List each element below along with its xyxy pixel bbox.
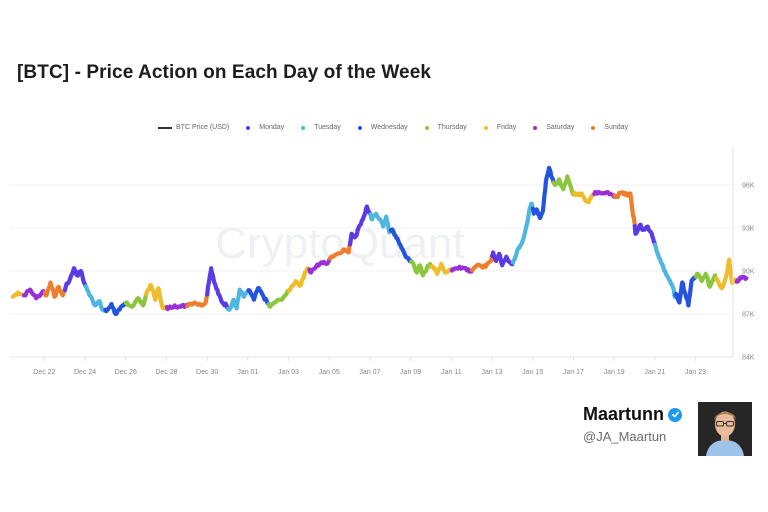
price-series [10, 165, 749, 317]
legend-label: BTC Price (USD) [176, 124, 230, 131]
legend-label: Sunday [604, 124, 629, 131]
svg-text:93K: 93K [742, 226, 755, 233]
chart-legend: BTC Price (USD) Monday Tuesday Wednesday… [158, 124, 645, 131]
legend-label: Thursday [437, 124, 467, 131]
svg-text:Dec 28: Dec 28 [155, 369, 177, 376]
svg-text:Jan 13: Jan 13 [482, 369, 503, 376]
person-portrait-icon [698, 402, 752, 456]
y-axis-ticks: 84K 87K 90K 93K 96K [742, 183, 755, 362]
watermark: CryptoQuant [215, 219, 464, 268]
svg-text:Jan 05: Jan 05 [319, 369, 340, 376]
gridlines [10, 184, 733, 358]
legend-item-sunday[interactable]: Sunday [591, 124, 628, 131]
svg-text:87K: 87K [742, 312, 755, 319]
author-block: Maartunn @JA_Maartun [583, 404, 682, 444]
legend-item-friday[interactable]: Friday [483, 124, 517, 131]
legend-item-tuesday[interactable]: Tuesday [301, 124, 341, 131]
svg-text:Jan 23: Jan 23 [685, 369, 706, 376]
legend-label: Monday [259, 124, 285, 131]
svg-text:Jan 11: Jan 11 [441, 369, 462, 376]
dot-swatch-icon [483, 125, 488, 130]
legend-label: Saturday [546, 124, 575, 131]
svg-text:90K: 90K [742, 269, 755, 276]
svg-text:Dec 26: Dec 26 [115, 369, 137, 376]
author-name: Maartunn [583, 404, 664, 424]
line-swatch-icon [158, 126, 172, 129]
svg-text:Jan 03: Jan 03 [278, 369, 299, 376]
dot-swatch-icon [246, 125, 251, 130]
legend-item-monday[interactable]: Monday [246, 124, 284, 131]
dot-swatch-icon [591, 125, 596, 130]
author-name-row: Maartunn [583, 404, 682, 425]
dot-swatch-icon [357, 125, 362, 130]
svg-text:Jan 01: Jan 01 [237, 369, 258, 376]
svg-text:Dec 24: Dec 24 [74, 369, 96, 376]
x-axis-ticks: Dec 22 Dec 24 Dec 26 Dec 28 Dec 30 Jan 01 Jan … [33, 357, 706, 376]
chart-title: [BTC] - Price Action on Each Day of the … [17, 62, 432, 83]
dot-swatch-icon [301, 125, 306, 130]
svg-text:Jan 21: Jan 21 [644, 369, 665, 376]
svg-text:84K: 84K [742, 355, 755, 362]
legend-item-wednesday[interactable]: Wednesday [357, 124, 408, 131]
verified-badge-icon [668, 407, 682, 422]
svg-text:Jan 19: Jan 19 [604, 369, 625, 376]
svg-text:Jan 17: Jan 17 [563, 369, 584, 376]
svg-text:Jan 09: Jan 09 [400, 369, 421, 376]
author-handle: @JA_Maartun [583, 429, 667, 444]
legend-item-btc-price[interactable]: BTC Price (USD) [158, 124, 229, 131]
legend-item-saturday[interactable]: Saturday [533, 124, 574, 131]
legend-label: Tuesday [314, 124, 341, 131]
svg-text:Jan 15: Jan 15 [522, 369, 543, 376]
avatar [698, 402, 752, 456]
svg-text:96K: 96K [742, 183, 755, 190]
legend-label: Wednesday [370, 124, 408, 131]
legend-label: Friday [496, 124, 517, 131]
dot-swatch-icon [533, 125, 538, 130]
svg-text:Dec 22: Dec 22 [33, 369, 55, 376]
legend-item-thursday[interactable]: Thursday [424, 124, 467, 131]
dot-swatch-icon [424, 125, 429, 130]
svg-text:Dec 30: Dec 30 [196, 369, 218, 376]
svg-text:Jan 07: Jan 07 [359, 369, 380, 376]
